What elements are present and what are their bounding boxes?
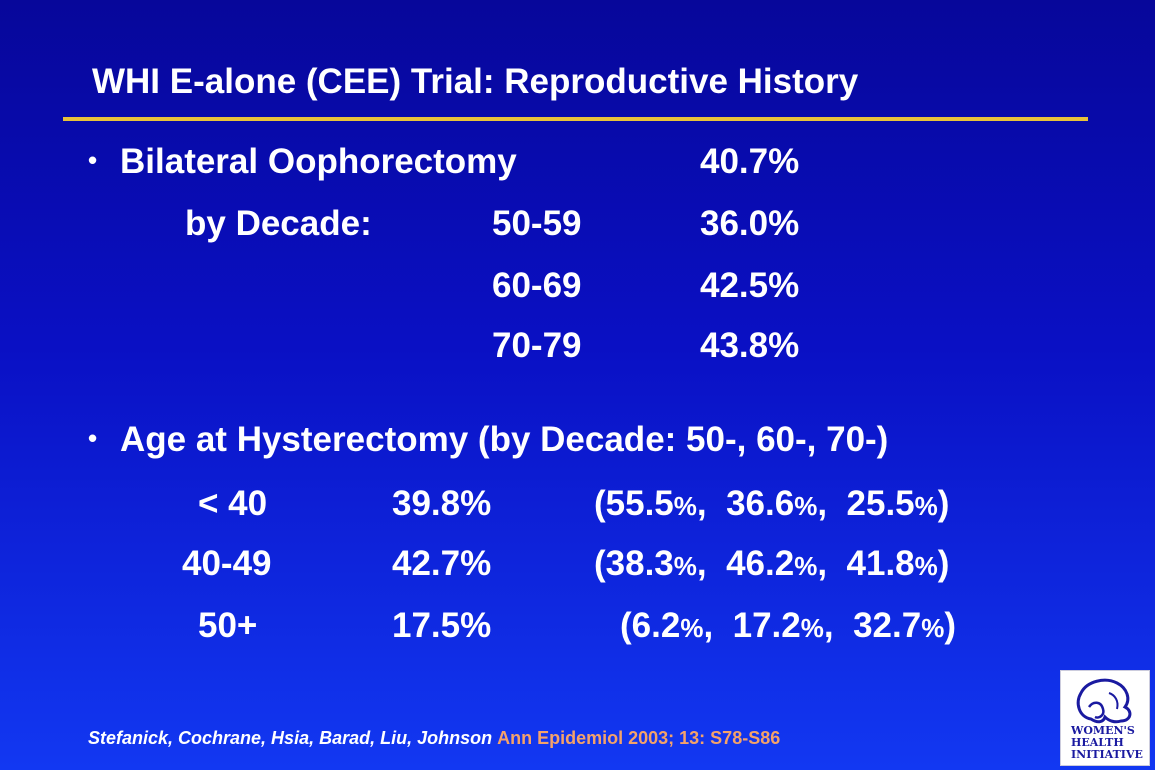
decade-row-label: 50-59 — [492, 204, 582, 243]
hysterectomy-label: Age at Hysterectomy (by Decade: 50-, 60-… — [120, 420, 889, 459]
decade-pct-70: 32.7 — [853, 606, 922, 645]
decade-pct-50: 38.3 — [605, 544, 674, 583]
by-decade-label: by Decade: — [185, 204, 372, 243]
bullet-oophorectomy: • — [88, 145, 98, 175]
citation-authors: Stefanick, Cochrane, Hsia, Barad, Liu, J… — [88, 728, 493, 748]
slide-title: WHI E-alone (CEE) Trial: Reproductive Hi… — [92, 62, 859, 101]
title-underline — [63, 117, 1088, 121]
bullet-hysterectomy: • — [88, 423, 98, 453]
woman-profile-icon — [1076, 678, 1132, 724]
hysterectomy-breakdown: (55.5%, 36.6%, 25.5%) — [594, 484, 950, 523]
decade-row-value: 36.0% — [700, 204, 800, 243]
logo-text-line: HEALTH — [1071, 736, 1124, 749]
decade-row-value: 42.5% — [700, 266, 800, 305]
logo-text-line: WOMEN'S — [1071, 724, 1135, 737]
decade-pct-60: 17.2 — [732, 606, 801, 645]
decade-row-label: 70-79 — [492, 326, 582, 365]
decade-pct-70: 25.5 — [846, 484, 915, 523]
decade-row-label: 60-69 — [492, 266, 582, 305]
hysterectomy-breakdown: (38.3%, 46.2%, 41.8%) — [594, 544, 950, 583]
oophorectomy-value: 40.7% — [700, 142, 800, 181]
hysterectomy-value: 39.8% — [392, 484, 492, 523]
hysterectomy-breakdown: (6.2%, 17.2%, 32.7%) — [620, 606, 956, 645]
decade-pct-50: 55.5 — [605, 484, 674, 523]
decade-pct-50: 6.2 — [631, 606, 681, 645]
whi-logo: WOMEN'S HEALTH INITIATIVE — [1060, 670, 1150, 766]
oophorectomy-label: Bilateral Oophorectomy — [120, 142, 517, 181]
hysterectomy-value: 42.7% — [392, 544, 492, 583]
decade-pct-70: 41.8 — [846, 544, 915, 583]
decade-pct-60: 46.2 — [726, 544, 795, 583]
hysterectomy-age: 50+ — [198, 606, 258, 645]
logo-text-line: INITIATIVE — [1071, 748, 1143, 761]
hysterectomy-age: < 40 — [198, 484, 268, 523]
citation: Stefanick, Cochrane, Hsia, Barad, Liu, J… — [88, 728, 780, 749]
decade-row-value: 43.8% — [700, 326, 800, 365]
citation-journal: Ann Epidemiol 2003; 13: S78-S86 — [497, 728, 781, 748]
decade-pct-60: 36.6 — [726, 484, 795, 523]
hysterectomy-value: 17.5% — [392, 606, 492, 645]
hysterectomy-age: 40-49 — [182, 544, 272, 583]
logo-wordmark: WOMEN'S HEALTH INITIATIVE — [1071, 725, 1143, 761]
